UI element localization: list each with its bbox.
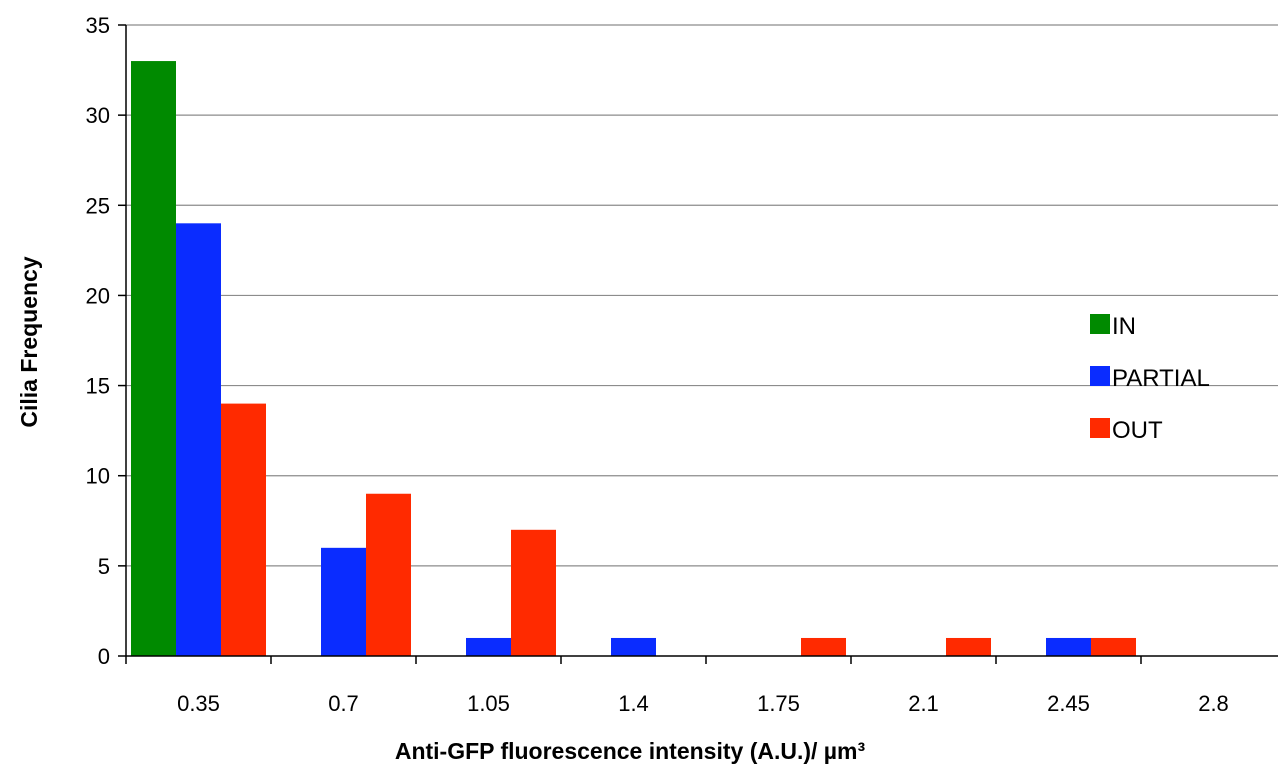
y-tick-label: 0 xyxy=(98,644,110,669)
y-tick-label: 30 xyxy=(86,103,110,128)
bar-partial-0.7 xyxy=(321,547,366,656)
bar-out-2.1 xyxy=(946,637,991,656)
y-ticks: 0 5 10 15 20 25 30 35 xyxy=(86,13,126,669)
bar-in-0.35 xyxy=(131,61,176,657)
axes xyxy=(125,25,1278,657)
bar-out-1.05 xyxy=(511,529,556,656)
bar-out-0.35 xyxy=(221,403,266,656)
y-tick-label: 20 xyxy=(86,283,110,308)
x-ticks: 0.35 0.7 1.05 1.4 1.75 2.1 2.45 2.8 xyxy=(125,656,1229,716)
x-tick-label: 2.1 xyxy=(908,691,939,716)
legend-label-partial: PARTIAL xyxy=(1112,365,1210,392)
bar-partial-0.35 xyxy=(176,223,221,657)
legend: IN PARTIAL OUT xyxy=(1090,313,1210,444)
bars xyxy=(131,61,1136,657)
y-tick-label: 35 xyxy=(86,13,110,38)
gridlines xyxy=(126,24,1278,567)
x-tick-label: 1.05 xyxy=(467,691,510,716)
y-axis-title: Cilia Frequency xyxy=(16,256,42,427)
bar-out-2.45 xyxy=(1091,637,1136,656)
y-tick-label: 15 xyxy=(86,374,110,399)
x-tick-label: 0.7 xyxy=(328,691,359,716)
bar-out-0.7 xyxy=(366,493,411,656)
x-tick-label: 2.45 xyxy=(1047,691,1090,716)
bar-partial-1.4 xyxy=(611,637,656,656)
x-tick-label: 0.35 xyxy=(177,691,220,716)
x-tick-label: 1.75 xyxy=(757,691,800,716)
x-axis-title: Anti-GFP fluorescence intensity (A.U.)/ … xyxy=(395,738,866,764)
x-tick-label: 1.4 xyxy=(618,691,649,716)
x-tick-label: 2.8 xyxy=(1198,691,1229,716)
y-tick-label: 5 xyxy=(98,554,110,579)
legend-swatch-partial xyxy=(1090,366,1110,386)
legend-label-in: IN xyxy=(1112,313,1136,340)
legend-swatch-in xyxy=(1090,314,1110,334)
bar-partial-1.05 xyxy=(466,637,511,656)
y-tick-label: 25 xyxy=(86,193,110,218)
bar-out-1.75 xyxy=(801,637,846,656)
legend-label-out: OUT xyxy=(1112,417,1163,444)
legend-swatch-out xyxy=(1090,418,1110,438)
bar-partial-2.45 xyxy=(1046,637,1091,656)
y-tick-label: 10 xyxy=(86,464,110,489)
